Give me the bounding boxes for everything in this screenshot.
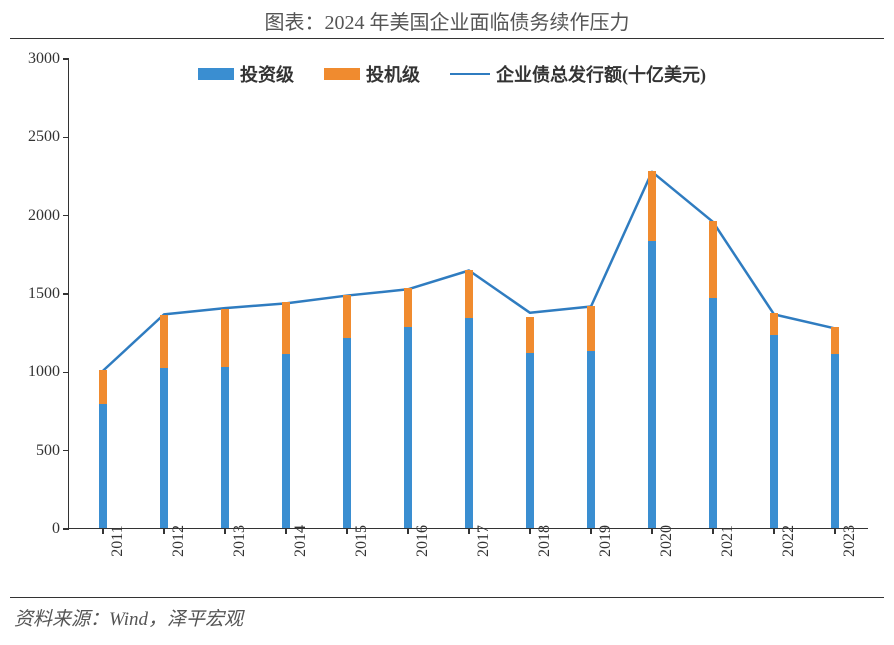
y-axis-label: 2500 (10, 128, 60, 146)
x-tick (834, 528, 836, 534)
x-axis-label: 2016 (414, 525, 432, 557)
x-tick (224, 528, 226, 534)
bar-segment-speculative (221, 309, 229, 367)
y-tick (63, 293, 69, 295)
bar-segment-investment (770, 335, 778, 528)
x-axis-label: 2022 (780, 525, 798, 557)
y-tick (63, 215, 69, 217)
bar-segment-speculative (587, 306, 595, 351)
chart-area: 投资级 投机级 企业债总发行额(十亿美元) 201120122013201420… (68, 59, 868, 529)
y-axis-label: 1000 (10, 363, 60, 381)
x-tick (285, 528, 287, 534)
bar-segment-investment (343, 338, 351, 528)
bar-segment-speculative (343, 295, 351, 339)
bar-segment-investment (709, 298, 717, 528)
plot-area: 2011201220132014201520162017201820192020… (68, 59, 868, 529)
bar-segment-investment (648, 241, 656, 528)
bar-segment-speculative (770, 313, 778, 335)
x-axis-label: 2021 (719, 525, 737, 557)
bar-segment-speculative (709, 221, 717, 298)
bar-segment-speculative (648, 171, 656, 242)
x-tick (651, 528, 653, 534)
x-axis-label: 2013 (231, 525, 249, 557)
y-axis-label: 3000 (10, 50, 60, 68)
x-tick (590, 528, 592, 534)
bar-segment-speculative (282, 302, 290, 354)
x-tick (529, 528, 531, 534)
x-axis-label: 2018 (536, 525, 554, 557)
x-tick (102, 528, 104, 534)
y-axis-label: 0 (10, 520, 60, 538)
y-axis-label: 500 (10, 442, 60, 460)
x-axis-label: 2020 (658, 525, 676, 557)
y-axis-label: 2000 (10, 207, 60, 225)
bar-segment-investment (282, 354, 290, 528)
x-axis-label: 2019 (597, 525, 615, 557)
y-axis-label: 1500 (10, 285, 60, 303)
bar-segment-speculative (99, 370, 107, 404)
x-axis-label: 2023 (841, 525, 859, 557)
y-tick (63, 372, 69, 374)
bar-segment-investment (404, 327, 412, 528)
chart-title: 图表：2024 年美国企业面临债务续作压力 (0, 6, 894, 35)
x-tick (712, 528, 714, 534)
source-label: 资料来源：Wind，泽平宏观 (14, 604, 243, 631)
x-axis-label: 2014 (292, 525, 310, 557)
bar-segment-investment (465, 318, 473, 528)
x-tick (346, 528, 348, 534)
x-tick (407, 528, 409, 534)
x-axis-label: 2012 (170, 525, 188, 557)
x-tick (163, 528, 165, 534)
bar-segment-investment (831, 354, 839, 528)
x-axis-label: 2017 (475, 525, 493, 557)
bar-segment-speculative (404, 288, 412, 327)
y-tick (63, 58, 69, 60)
x-axis-label: 2011 (109, 525, 127, 556)
bar-segment-speculative (831, 327, 839, 354)
y-tick (63, 137, 69, 139)
bar-segment-investment (99, 404, 107, 528)
bar-segment-speculative (526, 317, 534, 353)
chart-container: 图表：2024 年美国企业面临债务续作压力 投资级 投机级 企业债总发行额(十亿… (0, 0, 894, 645)
bar-segment-investment (587, 351, 595, 528)
bar-segment-investment (160, 368, 168, 528)
x-axis-label: 2015 (353, 525, 371, 557)
chart-frame: 投资级 投机级 企业债总发行额(十亿美元) 201120122013201420… (10, 38, 884, 598)
bar-segment-speculative (160, 315, 168, 368)
bar-segment-investment (526, 353, 534, 528)
x-tick (773, 528, 775, 534)
bar-segment-speculative (465, 270, 473, 319)
y-tick (63, 450, 69, 452)
x-tick (468, 528, 470, 534)
y-tick (63, 528, 69, 530)
bar-segment-investment (221, 367, 229, 528)
